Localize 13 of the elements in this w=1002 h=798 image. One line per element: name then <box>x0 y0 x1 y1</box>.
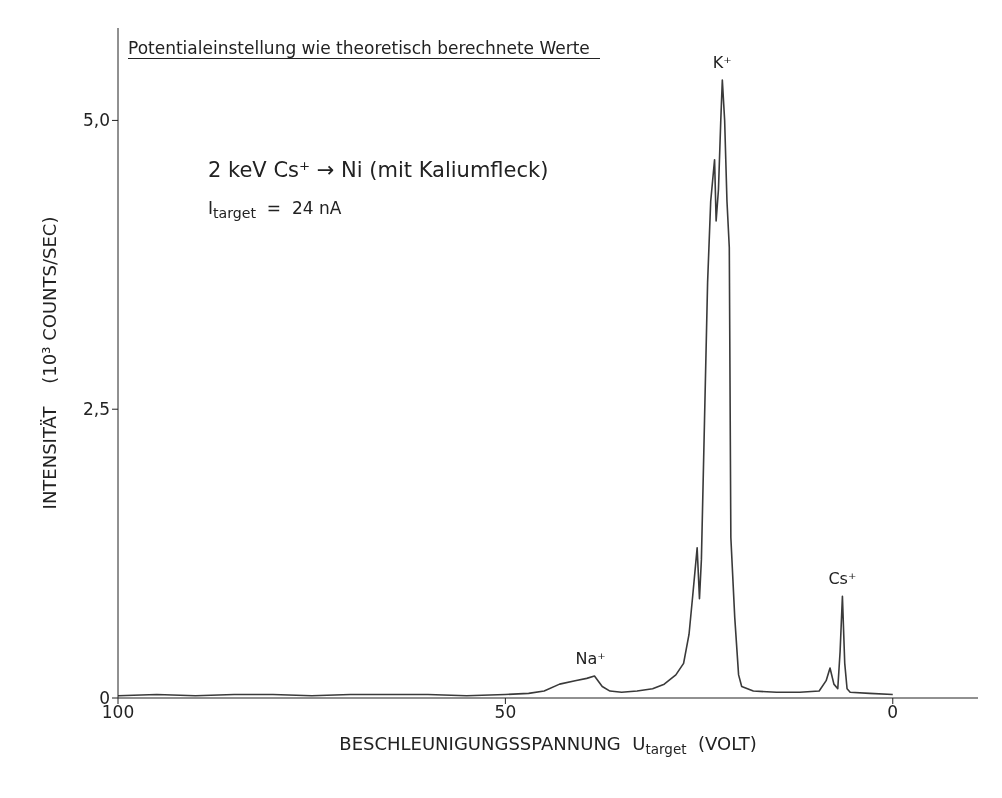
annotation: Na⁺ <box>575 649 606 669</box>
annotation: 2 keV Cs⁺ → Ni (mit Kaliumfleck) <box>208 158 549 182</box>
y-tick-label: 2,5 <box>82 399 110 420</box>
y-axis-title: INTENSITÄT (10³ COUNTS/SEC) <box>39 216 60 510</box>
annotation: I$_{target}$ = 24 nA <box>208 198 342 222</box>
annotation: Cs⁺ <box>828 569 857 589</box>
annotation: K⁺ <box>712 52 732 72</box>
annotation: Potentialeinstellung wie theoretisch berechnete Werte <box>128 38 600 59</box>
y-tick-label: 5,0 <box>82 110 110 131</box>
x-tick-label: 0 <box>887 702 899 723</box>
line-series <box>118 79 894 697</box>
x-tick-label: 50 <box>494 702 517 723</box>
x-axis-title: BESCHLEUNIGUNGSSPANNUNG U$_{target}$ (VOLT) <box>339 733 757 758</box>
